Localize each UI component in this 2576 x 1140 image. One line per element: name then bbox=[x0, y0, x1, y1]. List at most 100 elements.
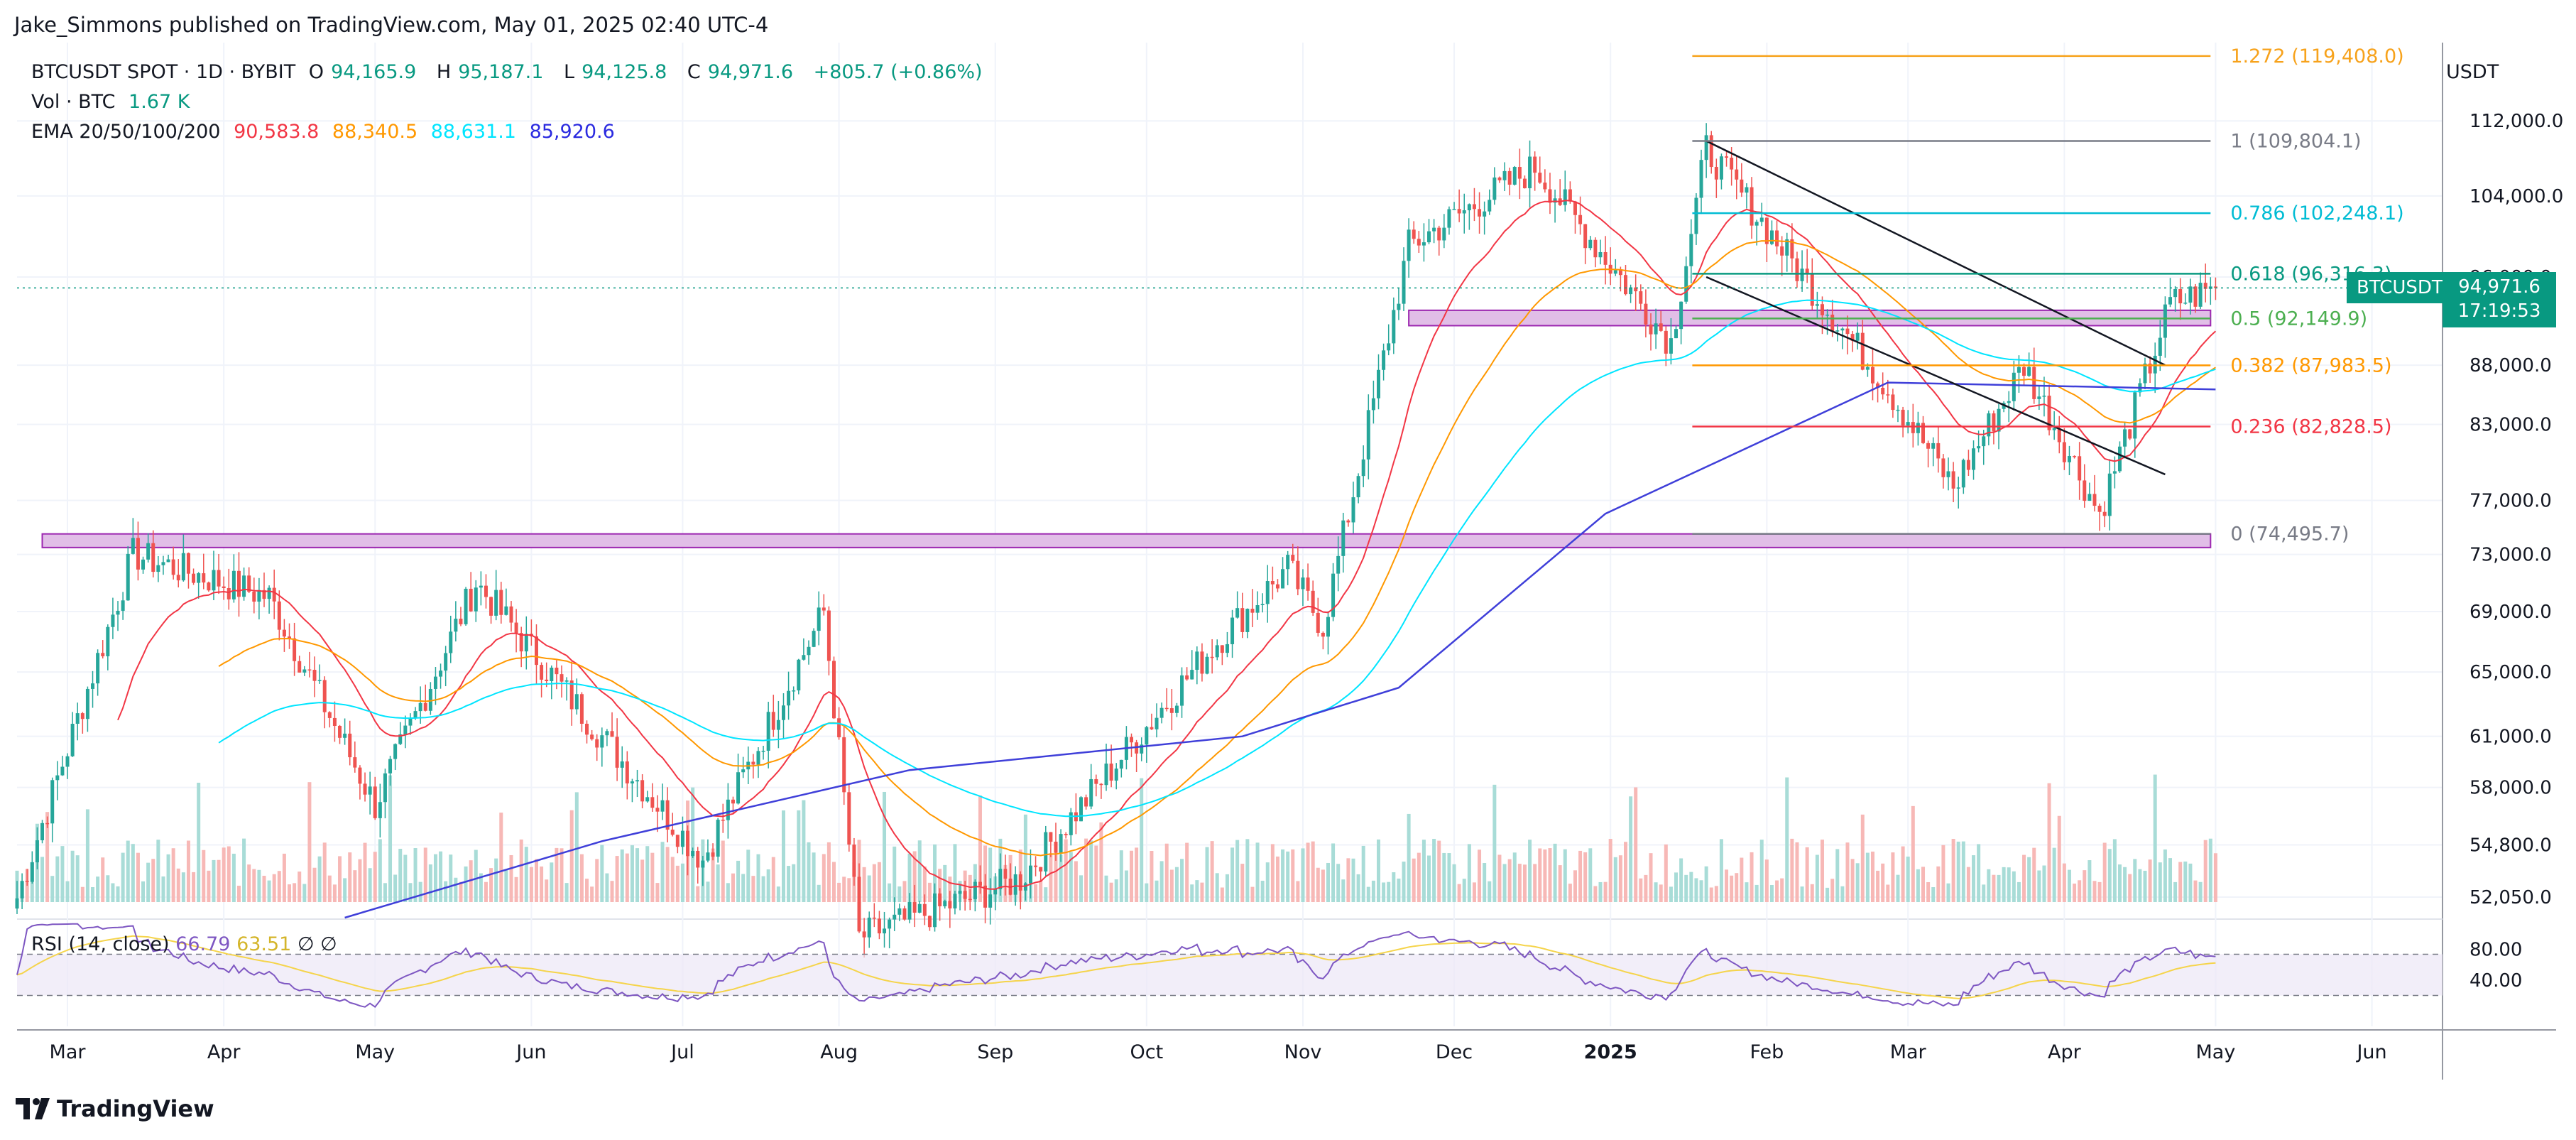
volume-bar bbox=[564, 883, 569, 902]
fib-level-label: 0.786 (102,248.1) bbox=[2230, 202, 2403, 224]
candle-body bbox=[176, 575, 180, 581]
candle-body bbox=[550, 668, 554, 681]
price-axis-tick: 88,000.0 bbox=[2469, 355, 2552, 376]
candle-body bbox=[1936, 443, 1941, 459]
candle-body bbox=[96, 653, 100, 684]
volume-bar bbox=[1754, 884, 1759, 902]
rsi-band-fill bbox=[17, 954, 2443, 996]
volume-bar bbox=[494, 858, 498, 902]
volume-bar bbox=[408, 883, 413, 902]
volume-bar bbox=[2016, 881, 2021, 902]
symbol-label[interactable]: BTCUSDT SPOT · 1D · BYBIT bbox=[31, 61, 296, 83]
candle-body bbox=[963, 891, 967, 899]
fib-level-label: 0 (74,495.7) bbox=[2230, 523, 2349, 545]
volume-bar bbox=[2112, 839, 2117, 902]
candle-body bbox=[1548, 189, 1552, 203]
candle-body bbox=[1881, 388, 1885, 395]
volume-bar bbox=[534, 859, 538, 902]
volume-bar bbox=[1371, 880, 1375, 902]
volume-bar bbox=[1346, 858, 1350, 902]
tradingview-logo[interactable]: TradingView bbox=[16, 1095, 214, 1122]
fib-level-label: 0.5 (92,149.9) bbox=[2230, 308, 2367, 330]
candle-body bbox=[464, 588, 468, 624]
volume-bar bbox=[988, 847, 993, 902]
volume-bar bbox=[257, 869, 261, 902]
volume-bar bbox=[883, 791, 887, 902]
candle-body bbox=[968, 899, 972, 901]
candle-body bbox=[1049, 832, 1053, 842]
candle-body bbox=[1018, 874, 1022, 891]
volume-bar bbox=[1740, 857, 1744, 902]
candle-body bbox=[867, 917, 871, 938]
rsi-axis-tick: 80.00 bbox=[2469, 939, 2522, 960]
candle-body bbox=[1886, 394, 1890, 396]
rsi-label[interactable]: RSI (14, close) bbox=[31, 933, 170, 955]
symbol-legend-row: BTCUSDT SPOT · 1D · BYBIT O 94,165.9 H 95,… bbox=[31, 61, 990, 83]
ema-label[interactable]: EMA 20/50/100/200 bbox=[31, 121, 221, 143]
volume-bar bbox=[2032, 847, 2036, 902]
volume-bar bbox=[40, 857, 45, 902]
volume-bar bbox=[1361, 845, 1365, 902]
candle-body bbox=[579, 694, 584, 724]
candle-body bbox=[1659, 323, 1663, 331]
volume-bar bbox=[126, 840, 130, 902]
volume-bar bbox=[574, 792, 579, 902]
candle-body bbox=[106, 626, 110, 656]
candle-body bbox=[1104, 764, 1108, 786]
candle-body bbox=[822, 607, 826, 611]
tradingview-logo-icon bbox=[16, 1098, 50, 1119]
volume-bar bbox=[1059, 854, 1063, 902]
volume-bar bbox=[1558, 865, 1562, 902]
volume-label[interactable]: Vol · BTC bbox=[31, 91, 116, 113]
volume-bar bbox=[1397, 878, 1401, 902]
volume-bar bbox=[1936, 866, 1941, 902]
candle-body bbox=[2178, 288, 2183, 304]
candle-body bbox=[1830, 314, 1835, 331]
volume-bar bbox=[1855, 863, 1860, 902]
candle-body bbox=[1699, 160, 1703, 198]
bar-countdown: 17:19:53 bbox=[2457, 300, 2541, 322]
volume-bar bbox=[1972, 855, 1976, 902]
candle-body bbox=[1321, 632, 1325, 637]
candle-body bbox=[807, 646, 811, 656]
candle-body bbox=[1735, 169, 1739, 180]
volume-bar bbox=[1578, 850, 1583, 902]
candle-body bbox=[1764, 217, 1769, 244]
volume-bar bbox=[1412, 858, 1416, 902]
candle-body bbox=[1865, 367, 1870, 370]
change-value: +805.7 (+0.86%) bbox=[813, 61, 983, 83]
ema20-line bbox=[117, 200, 2217, 890]
candle-body bbox=[413, 711, 417, 719]
candle-body bbox=[1528, 156, 1532, 189]
candle-body bbox=[771, 712, 775, 730]
volume-bar bbox=[504, 870, 508, 902]
volume-bar bbox=[2178, 862, 2183, 902]
volume-bar bbox=[832, 862, 836, 902]
candle-body bbox=[781, 705, 785, 720]
candle-body bbox=[1064, 834, 1068, 835]
candle-body bbox=[706, 852, 710, 861]
candle-body bbox=[1679, 301, 1683, 330]
candle-body bbox=[418, 702, 422, 712]
candle-body bbox=[222, 586, 226, 588]
volume-bar bbox=[792, 864, 796, 902]
volume-bar bbox=[756, 854, 760, 902]
volume-bar bbox=[2193, 880, 2198, 902]
time-axis-label: Jun bbox=[2355, 1041, 2386, 1063]
candle-body bbox=[1750, 187, 1754, 226]
candle-body bbox=[80, 713, 84, 720]
candle-body bbox=[1180, 675, 1184, 706]
candle-body bbox=[1119, 759, 1123, 769]
candle-body bbox=[1265, 581, 1270, 604]
volume-bar bbox=[1392, 872, 1396, 902]
candle-body bbox=[1769, 230, 1774, 244]
candle-body bbox=[1447, 209, 1451, 228]
volume-bar bbox=[1966, 867, 1970, 902]
volume-bar bbox=[2002, 867, 2006, 902]
candle-body bbox=[1240, 608, 1245, 632]
price-axis-tick: 54,800.0 bbox=[2469, 835, 2552, 857]
volume-bar bbox=[888, 883, 892, 902]
volume-bar bbox=[322, 842, 327, 902]
currency-label[interactable]: USDT bbox=[2446, 61, 2499, 83]
